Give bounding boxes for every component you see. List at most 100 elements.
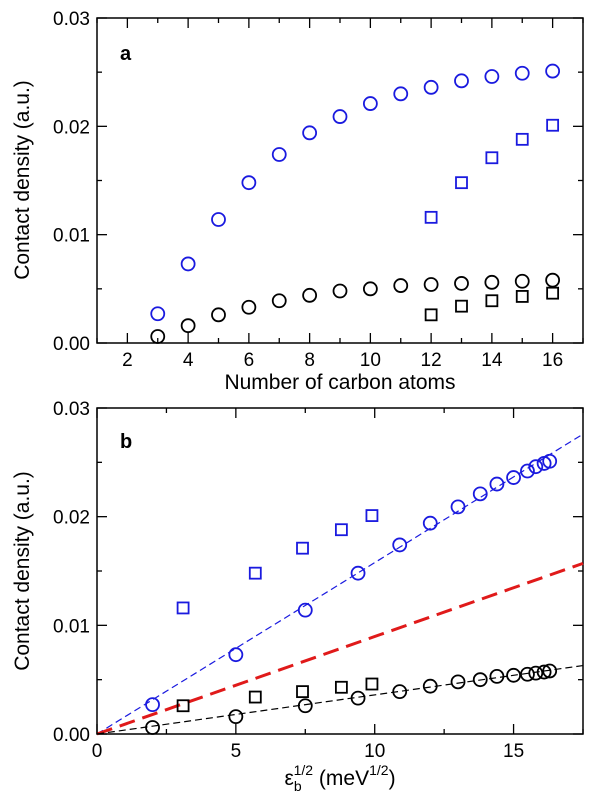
panel-b-series-3-point: [296, 685, 309, 699]
panel-a-series-0-point: [362, 96, 378, 111]
panel-b-x-axis-title: εb1/2 (meV1/2): [284, 762, 395, 794]
panel-a-series-0-point: [484, 69, 500, 84]
panel-b-series-2-point: [228, 709, 244, 725]
panel-b-series-2-point: [392, 684, 408, 700]
panel-a-series-0-point: [271, 147, 287, 162]
panel-b-x-tick-label: 15: [503, 741, 524, 762]
panel-a-x-tick-label: 10: [360, 350, 381, 371]
panel-a-series-0-point: [454, 73, 469, 89]
panel-a-series-0-point: [393, 86, 409, 102]
panel-b-series-2-point: [520, 666, 535, 682]
panel-b-series-0-point: [528, 459, 544, 475]
panel-b-plot-frame: [96, 407, 584, 735]
panel-b-series-0-point: [472, 486, 488, 502]
panel-b-series-0-point: [422, 515, 438, 531]
panel-a-x-tick-label: 8: [304, 350, 315, 371]
x-title-superscript: 1/2: [294, 762, 314, 778]
panel-b-series-0-point: [542, 453, 558, 469]
panel-a-series-2-point: [241, 299, 257, 315]
panel-a-series-0-point: [150, 306, 166, 322]
panel-a-series-0-point: [302, 125, 318, 141]
panel-a-series-0-point: [180, 256, 196, 272]
panel-b-series-0-point: [350, 565, 366, 581]
panel-a-series-0-point: [545, 63, 561, 79]
panel-a-x-tick-label: 2: [122, 350, 133, 371]
panel-b-series-3-point: [248, 690, 262, 704]
panel-a-y-tick-label: 0.03: [53, 9, 90, 30]
x-title-epsilon: ε: [284, 767, 293, 790]
x-title-subscript: b: [294, 778, 302, 794]
panel-a-y-tick-label: 0.00: [53, 334, 90, 355]
panel-b-series-0-point: [489, 476, 505, 492]
x-title-unit-close: ): [389, 767, 396, 790]
panel-b-series-2-point: [536, 664, 552, 680]
panel-a-series-1-point: [424, 210, 438, 224]
panel-b-x-tick-label: 5: [231, 741, 242, 762]
panel-b-series-0-point: [228, 647, 244, 663]
panel-a-series-3-point: [424, 308, 438, 322]
panel-b-x-tick-label: 0: [92, 741, 103, 762]
panel-b-series-0-point: [297, 602, 313, 618]
panel-a-series-0-point: [423, 79, 439, 95]
panel-b-series-0-point: [506, 470, 521, 485]
panel-a-y-axis-title: Contact density (a.u.): [11, 80, 34, 280]
x-title-unit-superscript: 1/2: [369, 762, 389, 778]
panel-a-series-2-point: [454, 276, 469, 291]
panel-b-fit-line-2: [96, 664, 584, 735]
panel-b-series-2-point: [472, 672, 488, 688]
panel-b-marks: [145, 453, 558, 735]
panel-b-series-2-point: [145, 720, 160, 735]
panel-a-plot-frame: [96, 17, 584, 344]
panel-a-series-2-point: [393, 278, 409, 293]
panel-b-series-1-point: [334, 523, 348, 537]
panel-b-series-2-point: [422, 678, 438, 694]
panel-a-series-2-point: [150, 329, 166, 344]
panel-b-series-3-point: [365, 677, 379, 691]
panel-b-fit-line-1: [96, 561, 584, 736]
panel-a-x-tick-label: 6: [244, 350, 255, 371]
panel-b-series-1-point: [248, 566, 262, 580]
panel-a-y-tick-label: 0.02: [53, 117, 90, 138]
panel-a-series-2-point: [211, 307, 226, 323]
panel-b-series-1-point: [365, 509, 379, 522]
panel-b-y-axis-title: Contact density (a.u.): [11, 471, 34, 671]
panel-a-marks: [150, 63, 561, 344]
panel-b-label: b: [120, 431, 132, 453]
panel-b-series-2-point: [542, 663, 558, 679]
panel-b-series-3-point: [176, 699, 190, 713]
panel-a-series-0-point: [332, 109, 348, 124]
panel-a-series-2-point: [545, 272, 561, 288]
panel-b-series-3-point: [334, 680, 348, 694]
panel-a-x-tick-label: 4: [183, 350, 194, 371]
panel-b-y-tick-label: 0.00: [53, 725, 90, 746]
panel-a-series-2-point: [362, 281, 378, 297]
panel-a-series-3-point: [485, 294, 499, 308]
panel-b-fit-lines: [96, 433, 584, 736]
panel-b-series-1-point: [296, 541, 309, 555]
panel-b-y-tick-label: 0.01: [53, 616, 90, 637]
panel-a-label: a: [120, 43, 132, 65]
panel-a-series-0-point: [241, 175, 257, 191]
panel-a-x-tick-label: 12: [421, 350, 442, 371]
panel-a-series-2-point: [332, 283, 348, 299]
panel-a-x-axis-title: Number of carbon atoms: [224, 371, 455, 394]
panel-b-series-2-point: [528, 665, 544, 681]
panel-a-x-tick-label: 16: [542, 350, 563, 371]
panel-a-y-tick-label: 0.01: [53, 226, 90, 247]
panel-a-series-0-point: [211, 212, 226, 227]
panel-a-series-3-point: [455, 299, 468, 313]
panel-b-series-2-point: [450, 674, 466, 690]
panel-a-series-2-point: [180, 318, 196, 334]
panel-b-series-1-point: [176, 601, 190, 615]
panel-b-series-2-point: [350, 690, 366, 706]
panel-a-series-1-point: [546, 118, 560, 132]
panel-a-series-2-point: [302, 287, 318, 303]
panel-b-series-2-point: [506, 667, 521, 683]
panel-b-x-tick-label: 10: [364, 741, 385, 762]
x-title-unit-open: (meV: [313, 767, 369, 790]
panel-a-series-2-point: [271, 293, 287, 309]
panel-a-series-1-point: [485, 151, 499, 165]
panel-b: 0 5 10 150.000.010.020.03 b εb1/2 (meV1/2) …: [11, 399, 584, 794]
panel-b-series-0-point: [145, 697, 160, 713]
